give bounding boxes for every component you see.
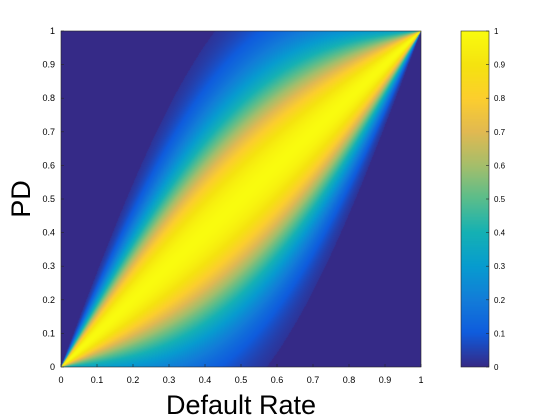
colorbar-tick-label: 0	[494, 363, 499, 372]
heatmap-field	[61, 31, 421, 367]
colorbar-tick-label: 1	[494, 27, 499, 36]
y-axis-title: PD	[6, 180, 36, 218]
y-tick-label: 0.6	[42, 160, 55, 170]
y-tick-label: 0.4	[42, 228, 55, 238]
y-tick-label: 1	[50, 26, 55, 36]
y-tick-label: 0.3	[42, 261, 55, 271]
y-tick-label: 0	[50, 362, 55, 372]
x-tick-label: 0.9	[379, 375, 392, 385]
x-tick-label: 0.5	[235, 375, 248, 385]
x-tick-label: 1	[418, 375, 423, 385]
colorbar-tick-label: 0.5	[494, 195, 506, 204]
colorbar-tick-label: 0.4	[494, 229, 506, 238]
x-tick-label: 0.3	[163, 375, 176, 385]
colorbar	[461, 31, 489, 367]
x-tick-label: 0.7	[307, 375, 320, 385]
colorbar-tick-label: 0.1	[494, 329, 506, 338]
x-tick-label: 0.2	[127, 375, 140, 385]
colorbar-tick-label: 0.2	[494, 296, 506, 305]
y-tick-label: 0.7	[42, 127, 55, 137]
colorbar-tick-label: 0.3	[494, 262, 506, 271]
colorbar-gradient	[461, 31, 489, 367]
colorbar-tick-label: 0.9	[494, 61, 506, 70]
y-tick-label: 0.9	[42, 60, 55, 70]
colorbar-tick-label: 0.8	[494, 94, 506, 103]
y-tick-label: 0.2	[42, 295, 55, 305]
colorbar-tick-label: 0.6	[494, 161, 506, 170]
y-tick-label: 0.8	[42, 93, 55, 103]
x-tick-label: 0.1	[91, 375, 104, 385]
y-tick-label: 0.5	[42, 194, 55, 204]
x-tick-label: 0.8	[343, 375, 356, 385]
x-tick-label: 0.6	[271, 375, 284, 385]
x-tick-label: 0	[58, 375, 63, 385]
x-tick-label: 0.4	[199, 375, 212, 385]
plot-area	[61, 31, 421, 367]
x-axis-title: Default Rate	[166, 390, 316, 420]
y-tick-label: 0.1	[42, 328, 55, 338]
colorbar-tick-label: 0.7	[494, 128, 506, 137]
